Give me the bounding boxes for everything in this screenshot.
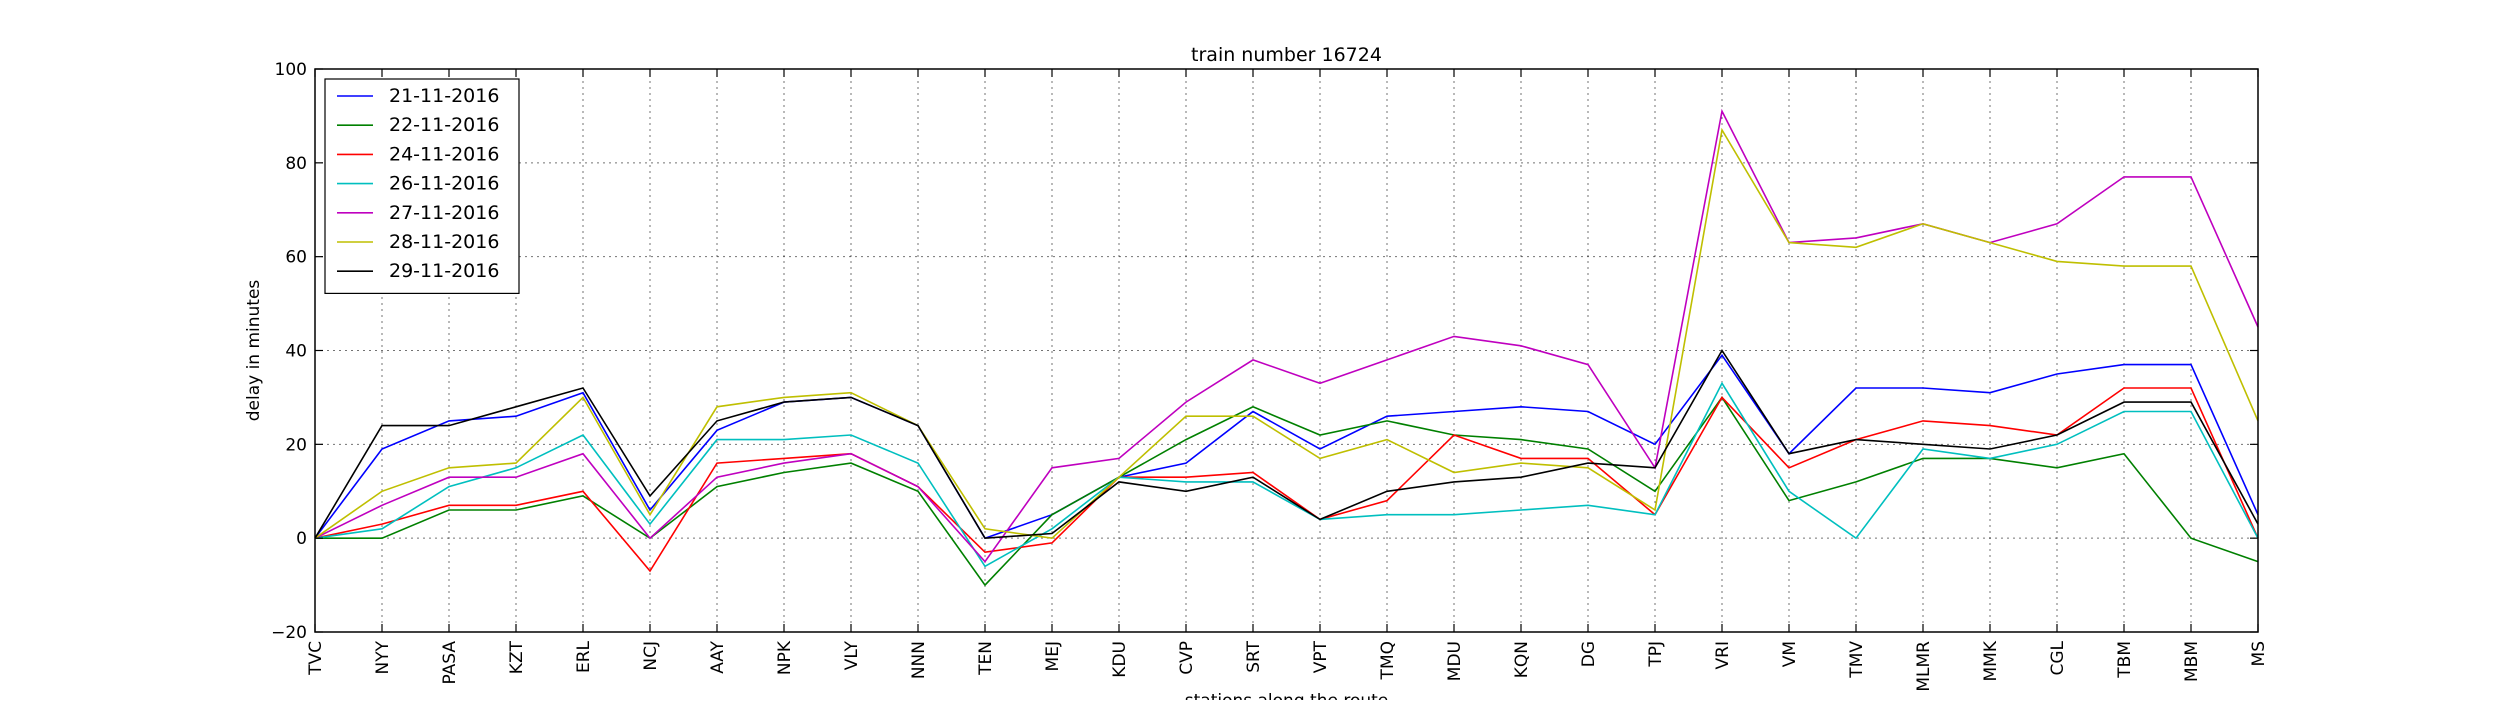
series-line-22-11-2016 [315,395,2259,587]
x-tick-label: KZT [507,640,527,674]
x-tick-label: AAY [708,640,728,673]
legend-label: 26-11-2016 [389,173,499,195]
x-tick-label: VRI [1713,641,1733,669]
series-lines [314,108,2259,587]
legend-label: 27-11-2016 [389,202,499,224]
x-tick-label: NNN [909,641,929,679]
y-axis-label: delay in minutes [244,280,264,422]
x-tick-label: MMK [1981,640,2001,681]
legend-label: 21-11-2016 [389,85,499,107]
x-tick-label: NCJ [641,641,661,671]
y-tick-label: 40 [285,342,307,362]
x-tick-label: DG [1579,641,1599,667]
x-tick-label: ERL [574,640,594,673]
y-tick-label: 80 [285,154,307,174]
legend: 21-11-2016 22-11-2016 24-11-2016 26-11-2016… [324,78,520,294]
legend-box [324,78,520,294]
series-line-21-11-2016 [314,353,2259,540]
series-line-27-11-2016 [314,108,2259,563]
y-tick-label: 100 [275,60,307,80]
legend-label: 22-11-2016 [389,114,499,136]
x-tick-label: TEN [976,641,996,676]
x-tick-label: NPK [775,640,795,675]
x-tick-label: PASA [440,641,460,685]
series-line-26-11-2016 [314,381,2259,568]
legend-label: 28-11-2016 [389,231,499,253]
y-axis-ticks: −20 0 20 40 60 80 100 [271,60,2258,643]
x-tick-label: MS [2249,641,2269,666]
y-tick-label: −20 [271,623,307,643]
y-tick-label: 60 [285,248,307,268]
x-tick-label: TPJ [1646,641,1666,668]
x-tick-label: TVC [306,641,326,676]
x-tick-label: TBM [2115,641,2135,679]
series-line-28-11-2016 [314,127,2259,540]
x-tick-label: SRT [1244,640,1264,672]
x-tick-label: CGL [2048,640,2068,675]
grid-lines [314,68,2259,633]
x-tick-label: NYY [373,640,393,674]
x-tick-label: MDU [1445,641,1465,681]
x-axis-ticks: TVC NYY PASA KZT ERL NCJ AAY NPK VLY NNN TEN MEJ KDU… [306,69,2269,692]
legend-label: 29-11-2016 [389,260,499,282]
y-tick-label: 0 [296,529,307,549]
y-tick-label: 20 [285,435,307,455]
x-tick-label: VLY [842,640,862,670]
x-tick-label: TMV [1847,641,1867,679]
x-tick-label: CVP [1177,641,1197,675]
x-tick-label: MEJ [1043,641,1063,671]
chart-title: train number 16724 [1191,44,1382,66]
legend-label: 24-11-2016 [389,143,499,165]
x-tick-label: TMQ [1378,641,1398,680]
x-tick-label: MBM [2182,641,2202,682]
x-tick-label: VPT [1311,640,1331,673]
series-line-29-11-2016 [314,348,2259,540]
x-tick-label: MLMR [1914,641,1934,692]
x-tick-label: KDU [1110,641,1130,678]
series-line-24-11-2016 [314,387,2259,573]
x-tick-label: VM [1780,641,1800,667]
x-tick-label: KQN [1512,641,1532,678]
x-axis-label: stations along the route [1185,691,1389,700]
